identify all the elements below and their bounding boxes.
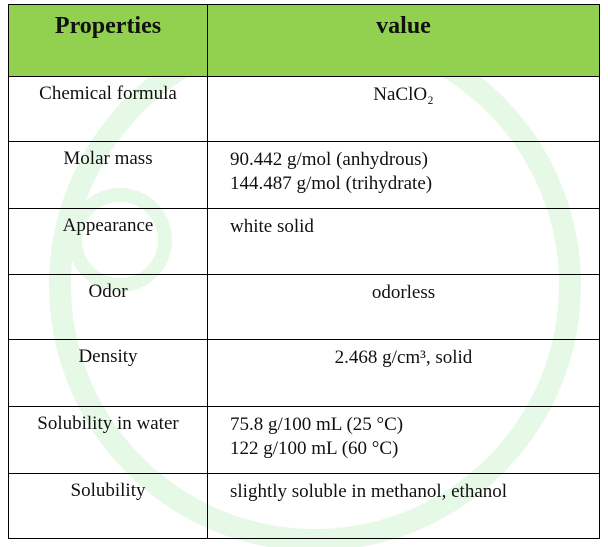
value-line: slightly soluble in methanol, ethanol <box>230 481 508 502</box>
value-line: 122 g/100 mL (60 °C) <box>230 438 399 459</box>
property-cell: Solubility in water <box>8 406 208 474</box>
value-cell: 90.442 g/mol (anhydrous) 144.487 g/mol (t… <box>207 141 600 209</box>
value-cell: NaClO₂ <box>207 76 600 142</box>
table-row: Density 2.468 g/cm³, solid <box>8 339 600 407</box>
property-cell: Solubility <box>8 473 208 539</box>
value-line: white solid <box>230 216 314 237</box>
property-cell: Density <box>8 339 208 407</box>
header-cell: Properties <box>8 4 208 77</box>
value-cell: slightly soluble in methanol, ethanol <box>207 473 600 539</box>
header-cell: value <box>207 4 600 77</box>
value-cell: 2.468 g/cm³, solid <box>207 339 600 407</box>
value-line: 90.442 g/mol (anhydrous) <box>230 149 428 170</box>
value-line: odorless <box>371 282 436 303</box>
value-line: 2.468 g/cm³, solid <box>334 347 473 368</box>
property-cell: Odor <box>8 274 208 340</box>
table-row: Appearance white solid <box>8 208 600 275</box>
properties-table: Properties value Chemical formula NaClO₂ M… <box>8 4 600 539</box>
table-row: Solubility in water 75.8 g/100 mL (25 °C)… <box>8 406 600 474</box>
table-row: Odor odorless <box>8 274 600 340</box>
property-cell: Appearance <box>8 208 208 275</box>
value-cell: white solid <box>207 208 600 275</box>
table-row: Solubility slightly soluble in methanol, … <box>8 473 600 539</box>
property-cell: Chemical formula <box>8 76 208 142</box>
value-line: 144.487 g/mol (trihydrate) <box>230 173 433 194</box>
value-line: NaClO₂ <box>373 84 434 105</box>
table-row: Chemical formula NaClO₂ <box>8 76 600 142</box>
value-cell: odorless <box>207 274 600 340</box>
value-line: 75.8 g/100 mL (25 °C) <box>230 414 404 435</box>
property-cell: Molar mass <box>8 141 208 209</box>
header-row: Properties value <box>8 4 600 77</box>
value-cell: 75.8 g/100 mL (25 °C) 122 g/100 mL (60 °C… <box>207 406 600 474</box>
table-row: Molar mass 90.442 g/mol (anhydrous) 144.48… <box>8 141 600 209</box>
